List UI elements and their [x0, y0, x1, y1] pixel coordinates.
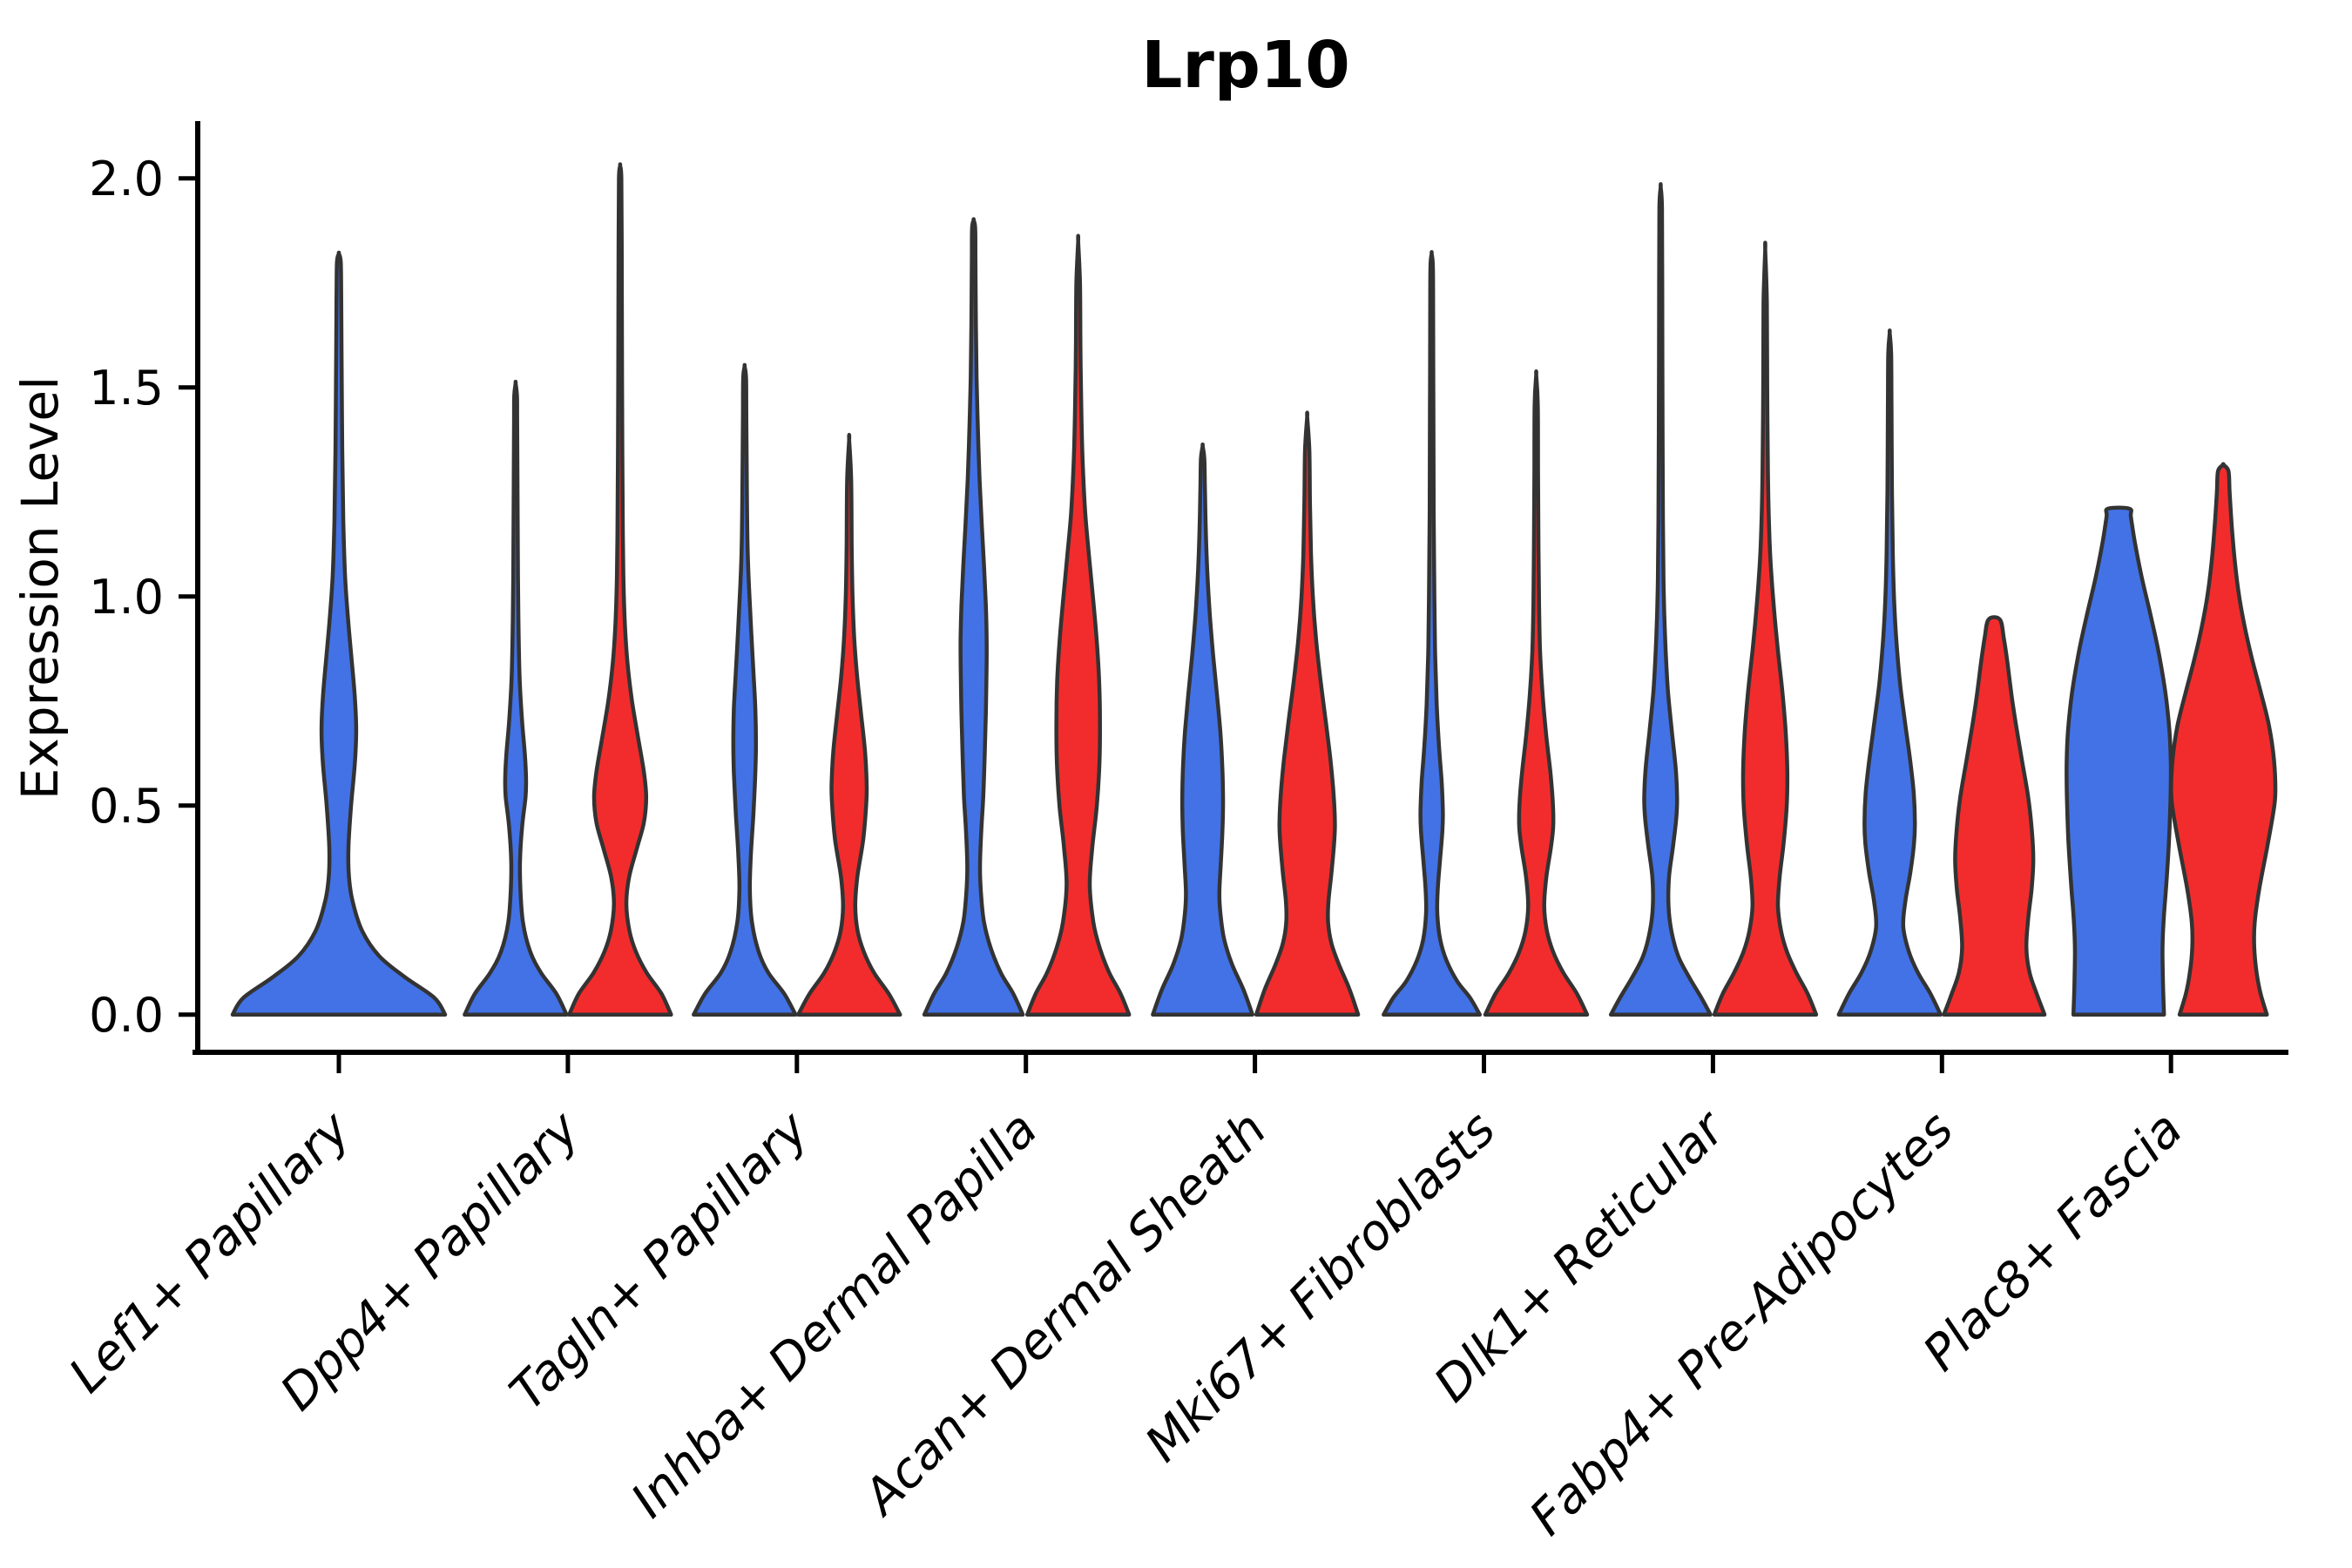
violin-dpp4-red: [567, 162, 673, 1017]
violin-acan-red: [1254, 410, 1361, 1017]
violin-lef1-blue: [230, 250, 448, 1017]
y-axis-label: Expression Level: [10, 376, 70, 800]
violin-dlk1-blue: [1608, 182, 1713, 1017]
violin-dlk1-red: [1712, 240, 1819, 1017]
violin-tagln-blue: [692, 362, 798, 1017]
x-tick-label: Acan+ Dermal Sheath: [851, 1101, 1277, 1527]
violin-inhba-red: [1024, 233, 1132, 1017]
violin-dpp4-blue: [463, 379, 569, 1017]
y-tick-label: 1.5: [89, 361, 164, 416]
y-axis-ticks: 0.0 0.5 1.0 1.5 2.0: [89, 152, 198, 1043]
violin-fabp4-red: [1942, 615, 2047, 1017]
x-tick-label: Inhba+ Dermal Papilla: [620, 1101, 1048, 1529]
violin-fabp4-blue: [1836, 328, 1943, 1017]
y-tick-label: 0.5: [89, 779, 164, 834]
violin-plac8-blue: [2065, 505, 2173, 1017]
chart-title: Lrp10: [1141, 28, 1350, 103]
y-tick-label: 1.0: [89, 570, 164, 625]
y-tick-label: 0.0: [89, 988, 164, 1043]
violin-acan-blue: [1151, 442, 1255, 1017]
violin-mki67-red: [1483, 368, 1590, 1017]
violin-mki67-blue: [1382, 250, 1483, 1017]
violin-group: [230, 162, 2278, 1017]
x-tick-label: Fabp4+ Pre-Adipocytes: [1519, 1101, 1964, 1546]
violin-inhba-blue: [922, 217, 1025, 1017]
violin-plac8-red: [2169, 462, 2278, 1017]
violin-tagln-red: [796, 432, 902, 1017]
y-tick-label: 2.0: [89, 152, 164, 206]
